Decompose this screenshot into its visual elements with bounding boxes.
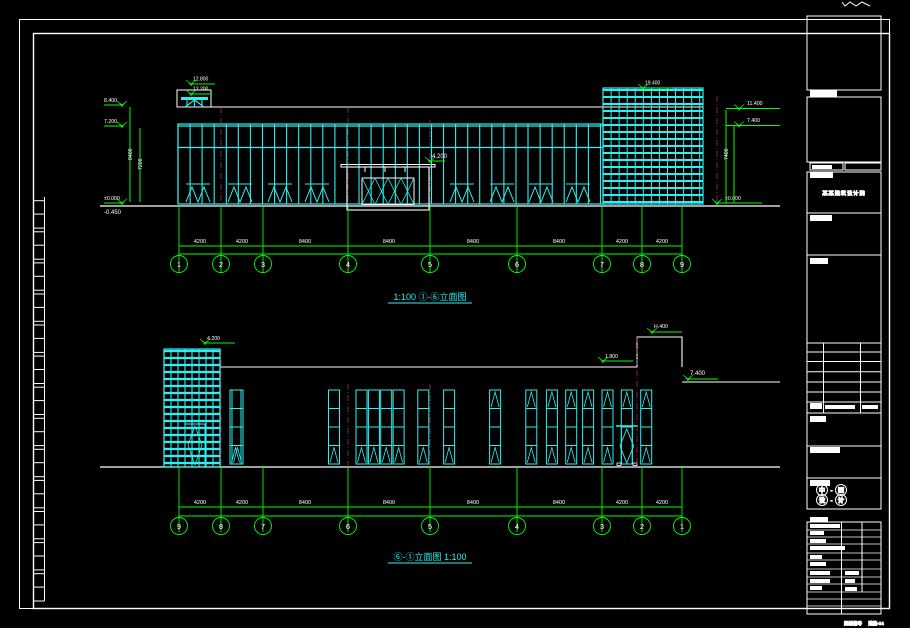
svg-text:11.400: 11.400 — [747, 101, 763, 107]
svg-text:4200: 4200 — [656, 500, 668, 506]
svg-text:⑥-①立面图 1:100: ⑥-①立面图 1:100 — [393, 551, 466, 562]
svg-text:8400: 8400 — [467, 500, 479, 506]
svg-text:4: 4 — [515, 522, 519, 531]
svg-text:7: 7 — [600, 260, 604, 269]
svg-text:H.400: H.400 — [654, 324, 668, 330]
svg-text:1: 1 — [680, 522, 684, 531]
svg-text:12.800: 12.800 — [193, 77, 209, 83]
svg-text:3: 3 — [600, 522, 604, 531]
svg-text:8400: 8400 — [553, 239, 565, 245]
svg-text:-: - — [831, 499, 833, 505]
svg-text:-: - — [831, 489, 833, 495]
svg-text:4200: 4200 — [656, 239, 668, 245]
svg-text:5: 5 — [428, 260, 432, 269]
svg-text:7.400: 7.400 — [690, 371, 706, 377]
svg-text:7400: 7400 — [724, 148, 730, 160]
svg-text:7200: 7200 — [138, 158, 144, 170]
svg-text:4200: 4200 — [194, 500, 206, 506]
svg-text:2: 2 — [640, 522, 644, 531]
svg-text:4200: 4200 — [194, 239, 206, 245]
svg-text:设: 设 — [819, 497, 825, 505]
svg-text:8: 8 — [640, 260, 644, 269]
svg-text:8400: 8400 — [299, 500, 311, 506]
svg-text:4200: 4200 — [236, 239, 248, 245]
svg-text:7.200: 7.200 — [104, 119, 117, 125]
svg-text:图纸编号 建施-04: 图纸编号 建施-04 — [844, 620, 884, 627]
svg-text:1: 1 — [177, 260, 181, 269]
svg-text:8: 8 — [219, 522, 223, 531]
svg-text:6: 6 — [346, 522, 350, 531]
svg-text:3: 3 — [261, 260, 265, 269]
svg-text:2: 2 — [219, 260, 223, 269]
svg-text:1:100 ①-⑥立面图: 1:100 ①-⑥立面图 — [393, 291, 466, 302]
svg-text:8400: 8400 — [553, 500, 565, 506]
svg-text:6: 6 — [515, 260, 519, 269]
svg-text:5: 5 — [428, 522, 432, 531]
svg-text:19.400: 19.400 — [645, 81, 661, 87]
svg-text:8400: 8400 — [299, 239, 311, 245]
svg-text:-0.450: -0.450 — [104, 210, 122, 216]
svg-text:8.400: 8.400 — [104, 98, 117, 104]
svg-text:7.400: 7.400 — [747, 118, 760, 124]
svg-text:国: 国 — [838, 487, 844, 495]
svg-text:9: 9 — [680, 260, 684, 269]
svg-text:4.200: 4.200 — [207, 336, 220, 342]
svg-text:某某建筑设计院: 某某建筑设计院 — [822, 189, 865, 197]
svg-text:4200: 4200 — [616, 500, 628, 506]
svg-text:4200: 4200 — [236, 500, 248, 506]
svg-text:8400: 8400 — [383, 239, 395, 245]
svg-text:±0.000: ±0.000 — [104, 196, 120, 202]
svg-text:中: 中 — [819, 487, 825, 495]
svg-text:8400: 8400 — [128, 148, 134, 160]
svg-text:9: 9 — [177, 522, 181, 531]
svg-text:4200: 4200 — [616, 239, 628, 245]
svg-text:±0.000: ±0.000 — [725, 196, 741, 202]
svg-text:8400: 8400 — [467, 239, 479, 245]
svg-text:7: 7 — [261, 522, 265, 531]
svg-text:12.200: 12.200 — [193, 87, 209, 93]
svg-text:1.800: 1.800 — [605, 354, 618, 360]
svg-text:4.200: 4.200 — [432, 154, 448, 160]
svg-text:计: 计 — [838, 497, 844, 505]
svg-text:8400: 8400 — [383, 500, 395, 506]
svg-text:4: 4 — [346, 260, 350, 269]
